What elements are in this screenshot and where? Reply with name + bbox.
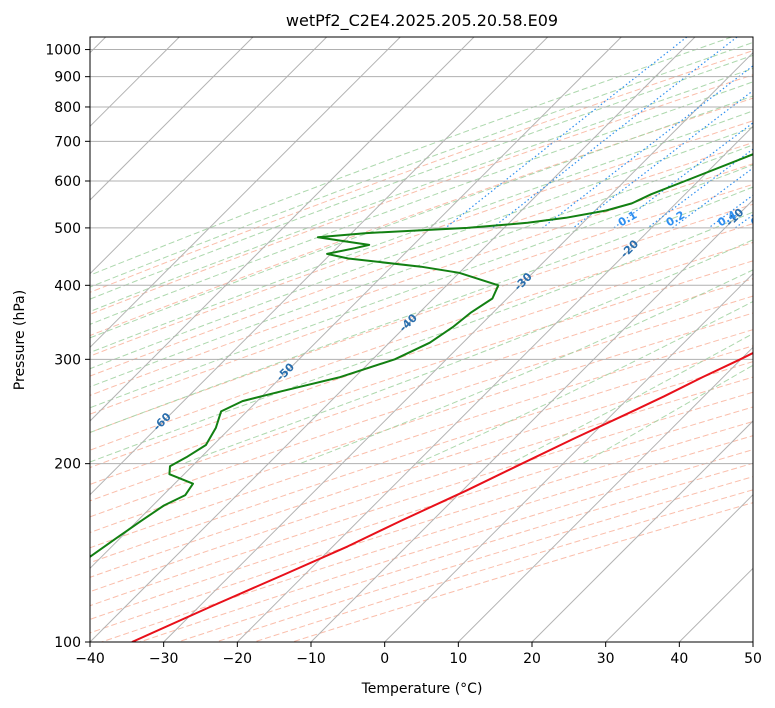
- isotherm: [457, 346, 753, 642]
- isotherm: [90, 37, 622, 570]
- moist-adiabat: [90, 37, 732, 276]
- moist-adiabat: [299, 269, 753, 465]
- dry-adiabat: [90, 260, 753, 485]
- isotherm: [90, 37, 475, 422]
- dry-adiabat: [215, 476, 753, 642]
- y-axis: 100 200 300 400 500 600 700 800 900 1000: [45, 43, 90, 651]
- x-tick-label: 0: [380, 651, 389, 667]
- isotherm: [236, 125, 753, 642]
- dry-adiabat: [90, 376, 753, 593]
- reference-lines: [90, 37, 753, 642]
- moist-adiabat: [90, 110, 753, 354]
- isotherm: [605, 493, 753, 642]
- dry-adiabat: [292, 502, 753, 642]
- isotherm: [752, 641, 753, 642]
- dry-adiabat: [90, 361, 753, 578]
- dry-adiabat: [90, 223, 753, 451]
- temperature-profile: [131, 351, 753, 642]
- x-tick-label: −30: [149, 651, 179, 667]
- mixing-ratio-line: [734, 214, 753, 229]
- isotherm: [310, 199, 753, 642]
- moist-adiabat: [90, 81, 753, 325]
- isotherm-label: -40: [397, 311, 420, 334]
- isotherm: [90, 37, 696, 642]
- x-tick-label: −10: [296, 651, 326, 667]
- isotherm: [90, 37, 254, 201]
- y-axis-label: Pressure (hPa): [12, 290, 28, 390]
- moist-adiabat: [90, 41, 753, 288]
- x-tick-label: −20: [223, 651, 253, 667]
- y-tick-label: 400: [54, 278, 81, 294]
- dry-adiabat: [90, 142, 753, 377]
- isotherm-label: -70: [29, 458, 52, 481]
- moist-adiabat: [90, 54, 753, 300]
- mixing-ratio-line: [708, 194, 753, 229]
- dry-adiabat: [101, 435, 753, 642]
- sounding-profiles: [90, 153, 753, 642]
- x-tick-label: 50: [744, 651, 762, 667]
- plot-frame: [89, 36, 754, 643]
- dry-adiabat: [90, 391, 753, 607]
- dry-adiabat: [90, 203, 753, 433]
- moist-adiabat: [90, 95, 753, 339]
- y-tick-label: 800: [54, 100, 81, 116]
- x-tick-label: 20: [523, 651, 541, 667]
- y-tick-label: 900: [54, 70, 81, 86]
- dry-adiabat: [90, 278, 753, 502]
- moist-adiabat: [90, 164, 753, 409]
- mixing-ratio-label: 0.6: [748, 208, 772, 229]
- mixing-ratio-line: [672, 167, 753, 229]
- x-tick-label: 40: [670, 651, 688, 667]
- dry-adiabat: [90, 295, 753, 518]
- dry-adiabat: [90, 74, 753, 315]
- x-tick-label: 10: [449, 651, 467, 667]
- x-tick-label: 30: [597, 651, 615, 667]
- dry-adiabat: [90, 329, 753, 549]
- moist-adiabat: [182, 239, 753, 465]
- y-tick-label: 100: [54, 635, 81, 651]
- y-tick-label: 300: [54, 352, 81, 368]
- moist-adiabat: [90, 126, 753, 370]
- chart-title: wetPf2_C2E4.2025.205.20.58.E09: [286, 11, 558, 31]
- x-axis: −40 −30 −20 −10 0 10 20 30 40 50: [75, 642, 762, 667]
- dry-adiabat: [90, 163, 753, 396]
- x-axis-label: Temperature (°C): [361, 681, 483, 697]
- moist-adiabat: [90, 186, 753, 434]
- mixing-ratio-line: [572, 89, 753, 229]
- moist-adiabat: [416, 300, 753, 465]
- dry-adiabat: [90, 50, 753, 293]
- dry-adiabat: [90, 183, 753, 415]
- isotherm: [163, 51, 753, 642]
- isotherm: [90, 37, 328, 275]
- mixing-ratio-line: [542, 65, 753, 229]
- mixing-ratio-line: [492, 37, 738, 229]
- y-tick-label: 200: [54, 457, 81, 473]
- isotherm-label: -60: [150, 410, 173, 433]
- isotherm: [90, 37, 549, 496]
- moist-adiabat: [90, 67, 753, 313]
- isotherm: [678, 567, 753, 642]
- x-tick-label: −40: [75, 651, 105, 667]
- pressure-gridlines: [90, 49, 753, 642]
- mixing-ratio-label: 0.1: [616, 208, 639, 229]
- isotherm: [90, 37, 401, 349]
- dry-adiabat: [90, 345, 753, 564]
- dewpoint-profile: [90, 153, 753, 559]
- y-tick-label: 700: [54, 134, 81, 150]
- isotherm: [384, 272, 753, 642]
- y-tick-label: 500: [54, 221, 81, 237]
- dry-adiabat: [90, 312, 753, 534]
- dry-adiabat: [90, 97, 753, 337]
- isotherm: [531, 420, 753, 642]
- dry-adiabat: [90, 120, 753, 357]
- y-tick-label: 600: [54, 174, 81, 190]
- mixing-ratio-line: [613, 122, 753, 229]
- dry-adiabat: [90, 241, 753, 469]
- y-tick-label: 1000: [45, 43, 81, 59]
